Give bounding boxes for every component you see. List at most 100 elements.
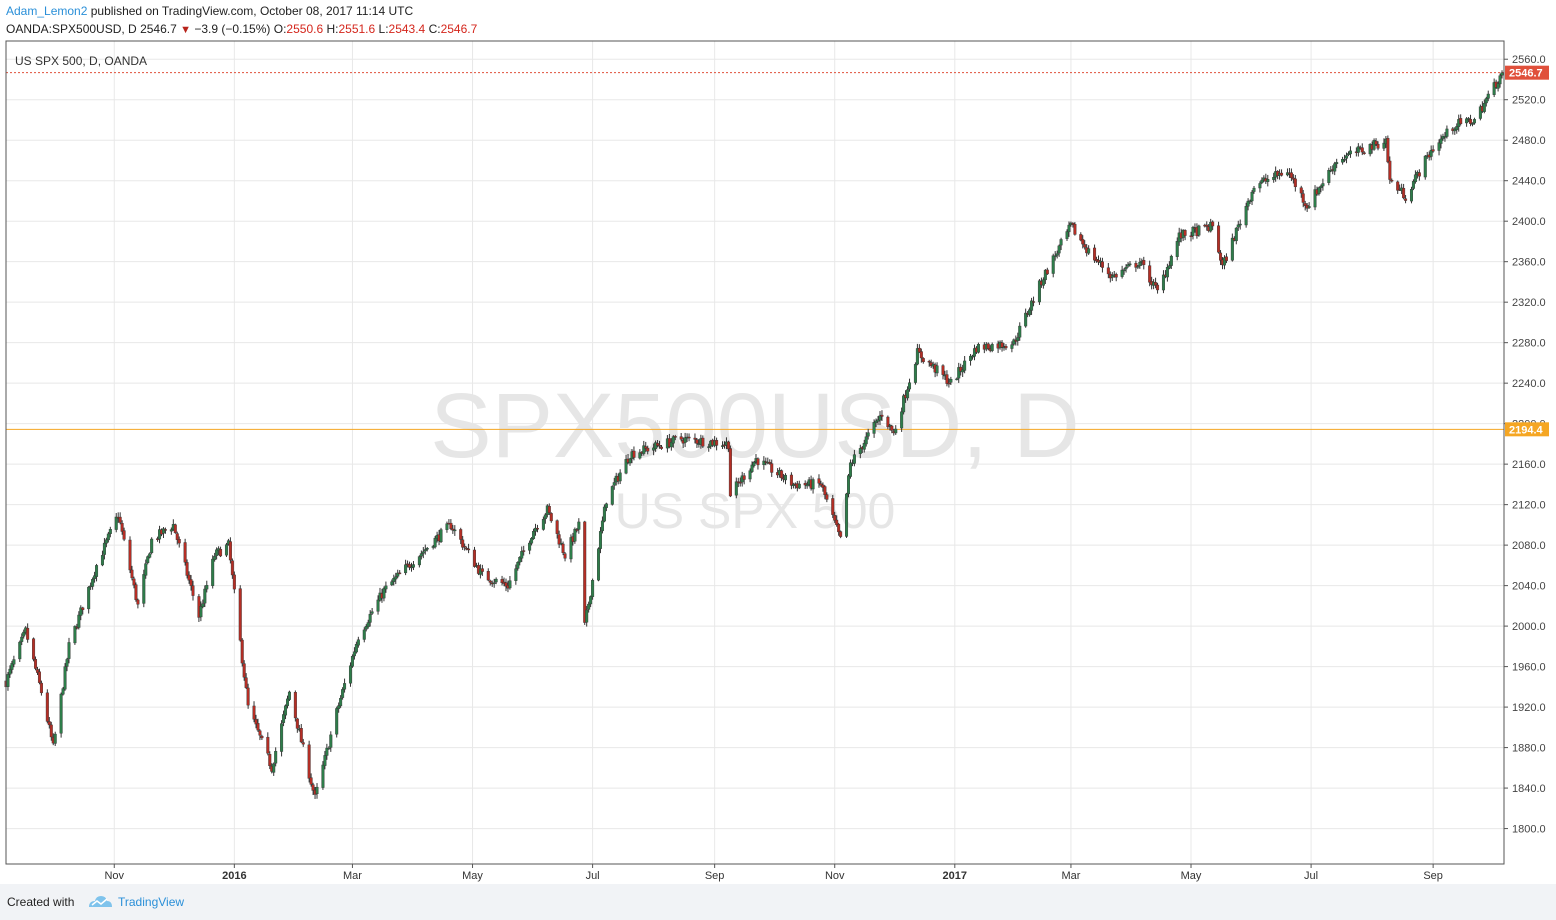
candle-body [1030, 300, 1034, 311]
candle-body [1455, 126, 1459, 130]
y-tick-label: 2000.0 [1512, 621, 1546, 633]
candle-body [118, 516, 122, 523]
candle-body [1471, 123, 1475, 125]
candle-body [721, 445, 725, 447]
candle-body [1154, 282, 1158, 286]
change-value: −3.9 (−0.15%) [194, 22, 271, 36]
candle-body [547, 506, 551, 513]
candle-body [534, 527, 538, 532]
candle-body [1138, 261, 1142, 267]
candle-body [53, 733, 57, 744]
candle-body [577, 521, 581, 530]
candle-body [1161, 274, 1165, 291]
candles [4, 70, 1504, 799]
candle-body [459, 529, 463, 540]
x-tick-label: May [1181, 870, 1202, 882]
candle-body [1327, 169, 1331, 183]
candle-body [95, 565, 99, 577]
candle-body [543, 514, 547, 520]
candle-body [1222, 257, 1226, 266]
candle-body [421, 551, 425, 554]
y-tick-label: 1800.0 [1512, 824, 1546, 836]
candle-body [658, 445, 662, 447]
candle-body [382, 588, 386, 599]
candle-body [900, 411, 904, 429]
candle-body [1128, 263, 1132, 266]
candle-body [1083, 244, 1087, 248]
candle-body [1124, 266, 1128, 270]
candle-body [1100, 261, 1104, 268]
candle-body [486, 570, 490, 581]
candle-body [128, 539, 132, 571]
candle-body [955, 378, 959, 381]
candle-body [230, 560, 234, 576]
candle-body [1500, 72, 1504, 76]
candle-body [114, 516, 118, 530]
candle-body [75, 627, 79, 629]
candle-body [687, 436, 691, 439]
tradingview-link[interactable]: TradingView [118, 895, 185, 909]
symbol-name: OANDA:SPX500USD, D [6, 22, 137, 36]
candle-body [833, 515, 837, 521]
candle-body [1236, 224, 1240, 228]
candle-body [1169, 255, 1173, 266]
candle-body [1018, 325, 1022, 338]
symbol-info: OANDA:SPX500USD, D 2546.7 ▼ −3.9 (−0.15%… [6, 22, 477, 36]
candle-body [906, 389, 910, 399]
candle-body [108, 529, 112, 534]
candle-body [1165, 267, 1169, 278]
candle-body [419, 553, 423, 557]
candle-body [1496, 83, 1500, 89]
candle-body [701, 437, 705, 447]
candle-body [362, 629, 366, 640]
candle-body [612, 482, 616, 486]
candle-body [1335, 162, 1339, 165]
candle-body [122, 530, 126, 540]
candle-body [555, 520, 559, 534]
candle-body [1469, 118, 1473, 124]
candle-body [1498, 75, 1502, 85]
candle-body [514, 568, 518, 581]
candle-body [348, 665, 352, 684]
candle-body [215, 549, 219, 556]
candle-body [37, 671, 41, 683]
candle-body [1024, 312, 1028, 327]
candle-body [104, 539, 108, 544]
candle-body [136, 599, 140, 605]
y-tick-label: 2320.0 [1512, 297, 1546, 309]
candle-body [791, 484, 795, 487]
y-tick-label: 2360.0 [1512, 257, 1546, 269]
candle-body [742, 475, 746, 480]
candle-body [1079, 234, 1083, 241]
candle-body [1411, 181, 1415, 189]
price-chart[interactable]: SPX500USD, D US SPX 500 US SPX 500, D, O… [0, 0, 1556, 884]
candle-body [417, 556, 421, 566]
author-link[interactable]: Adam_Lemon2 [6, 4, 88, 18]
candle-body [1045, 269, 1049, 275]
candle-body [142, 574, 146, 604]
horizontal-level-tag [1505, 422, 1549, 437]
candle-body [1244, 206, 1248, 226]
candle-body [823, 486, 827, 496]
candle-body [309, 777, 313, 785]
candle-body [1289, 172, 1293, 179]
candle-body [1209, 221, 1213, 232]
candle-body [392, 577, 396, 582]
candle-body [1465, 118, 1469, 124]
candle-body [364, 626, 368, 630]
candle-body [1238, 223, 1242, 226]
candle-body [969, 355, 973, 361]
candle-body [1189, 235, 1193, 237]
candle-body [1459, 118, 1463, 125]
candle-body [258, 730, 262, 736]
candle-body [1122, 269, 1126, 272]
candle-body [224, 544, 228, 556]
y-tick-label: 2160.0 [1512, 459, 1546, 471]
candle-body [520, 551, 524, 559]
candle-body [589, 596, 593, 605]
tradingview-logo-icon[interactable] [87, 893, 113, 909]
candle-body [244, 677, 248, 688]
candle-body [260, 735, 264, 739]
candle-body [254, 719, 258, 725]
candle-body [575, 529, 579, 531]
